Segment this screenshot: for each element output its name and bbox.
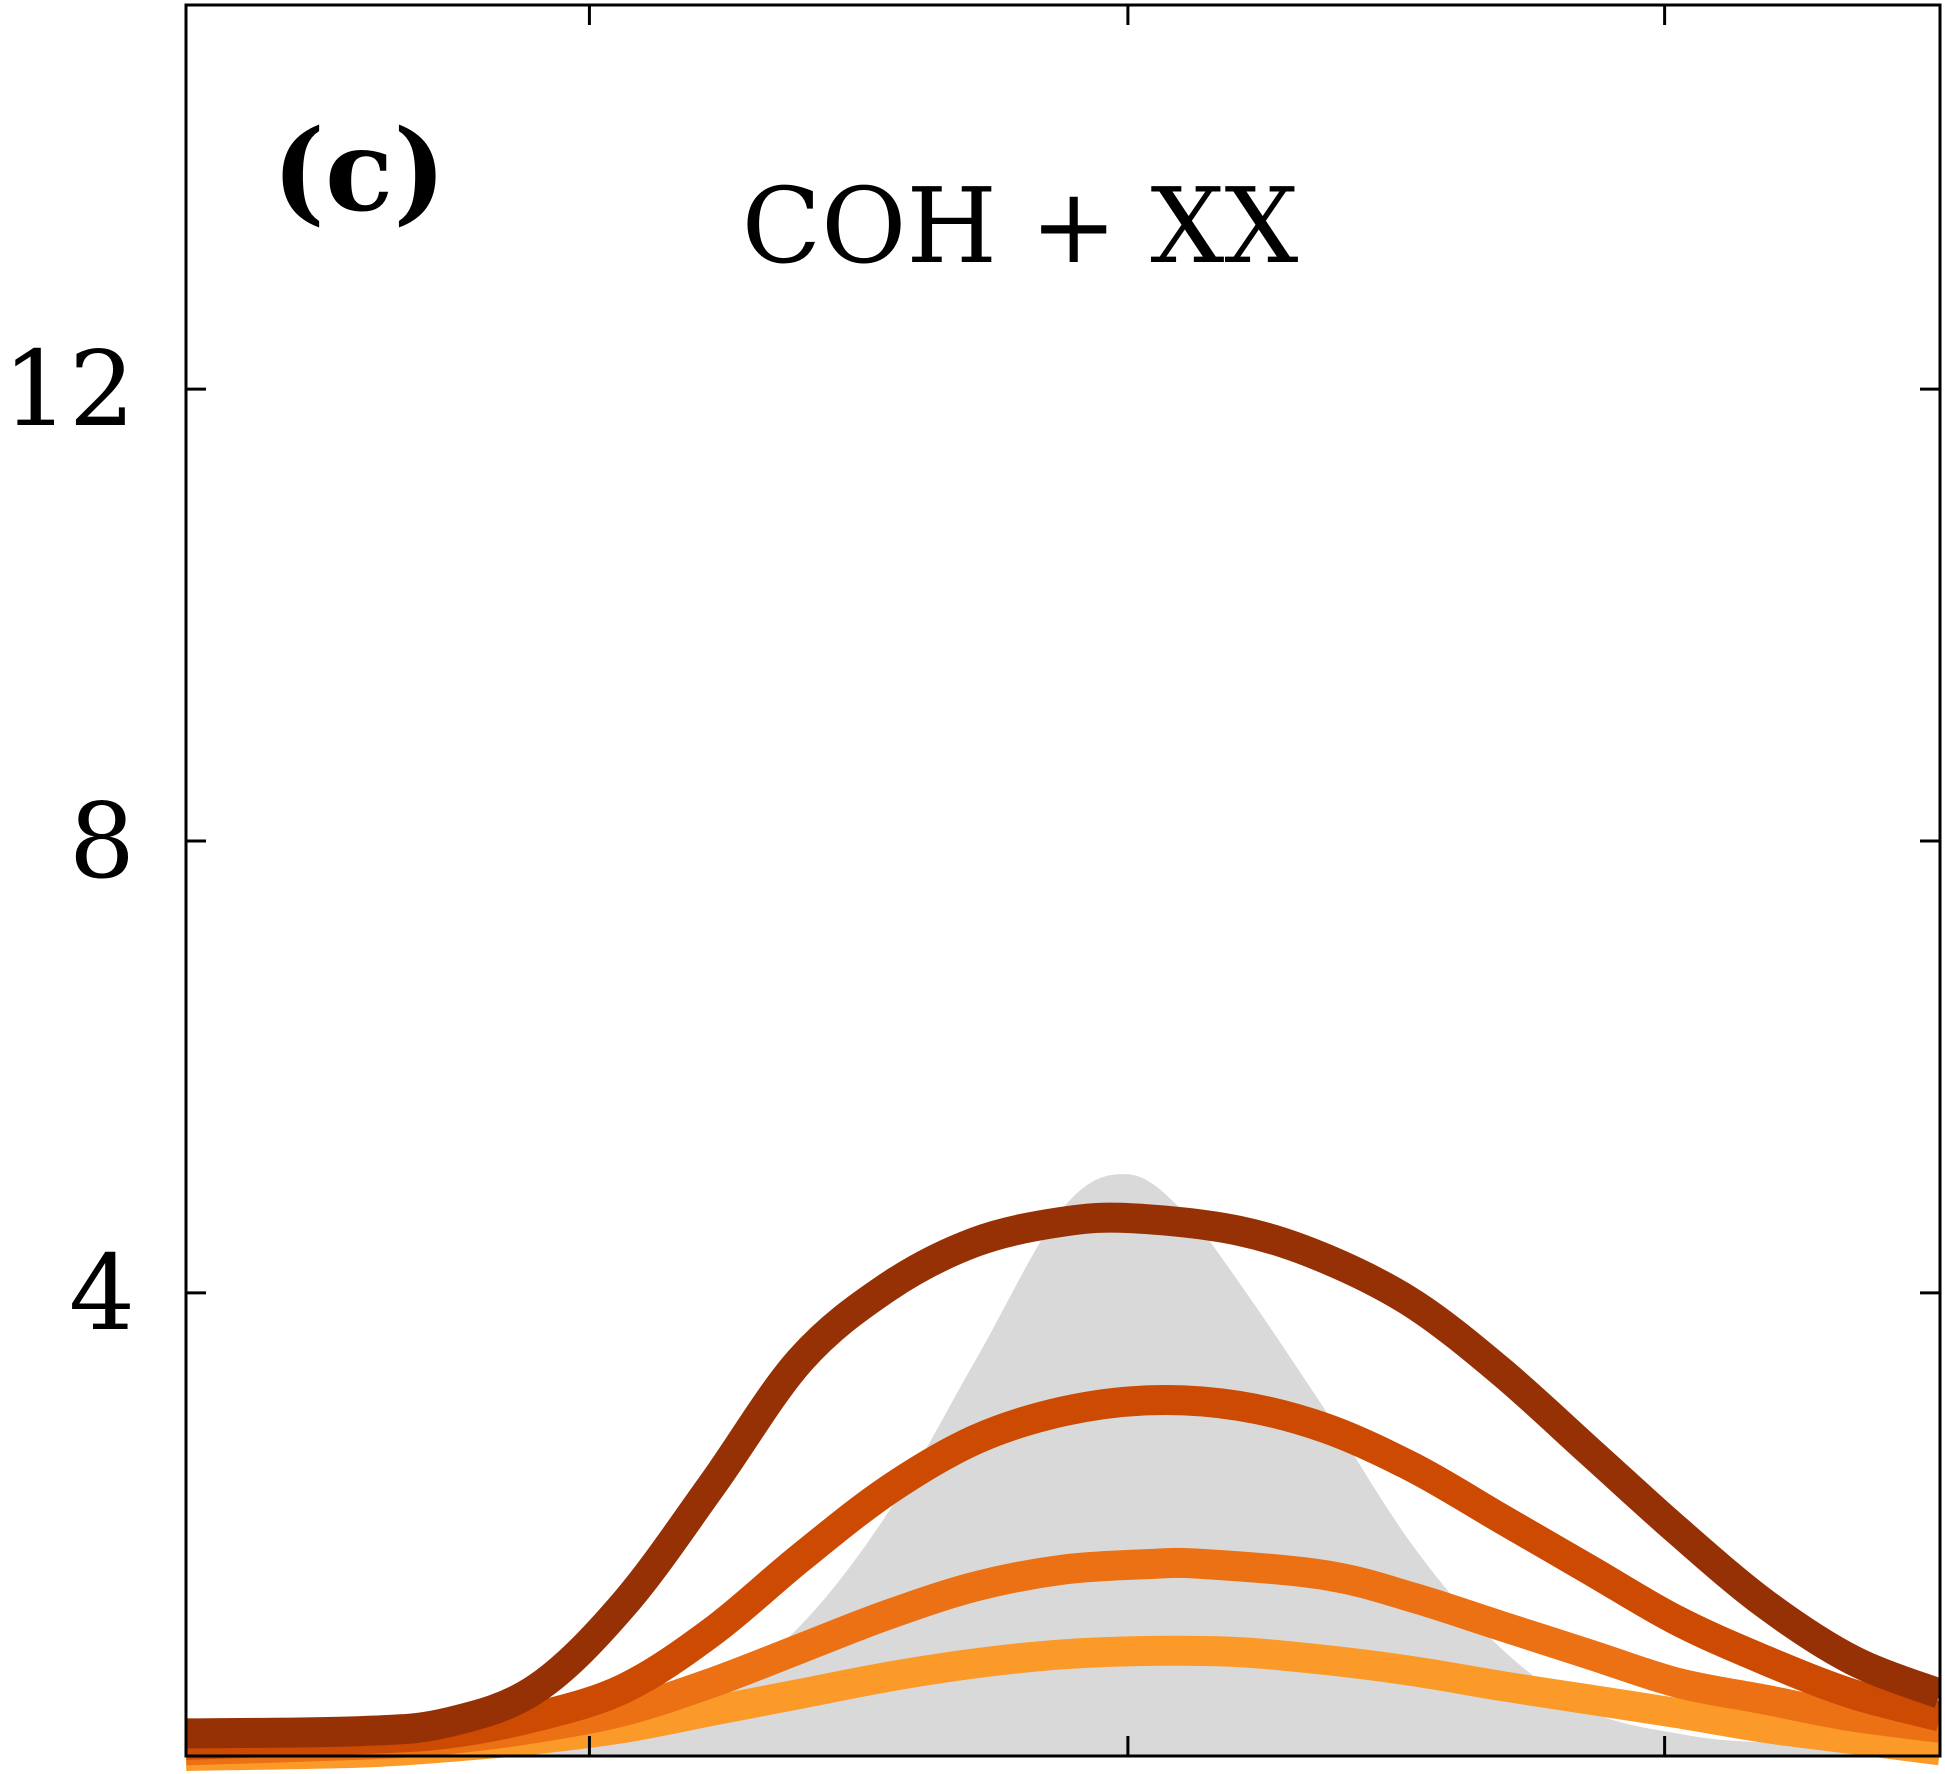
panel-label: (c) <box>272 106 446 237</box>
series-1-line <box>186 1202 1940 1749</box>
series-layer <box>186 1202 1940 1771</box>
reference-area <box>186 1174 1940 1756</box>
y-tick-label-12: 12 <box>3 328 135 450</box>
tick-label-layer: 4 8 12 <box>3 328 135 1354</box>
tick-layer <box>186 5 1940 1756</box>
y-tick-label-4: 4 <box>69 1232 135 1354</box>
series-2-line <box>186 1384 1940 1760</box>
chart-title: COH + XX <box>742 165 1299 287</box>
reference-area-layer <box>186 1174 1940 1756</box>
plot-frame <box>184 3 1942 1758</box>
y-tick-label-8: 8 <box>69 780 135 902</box>
